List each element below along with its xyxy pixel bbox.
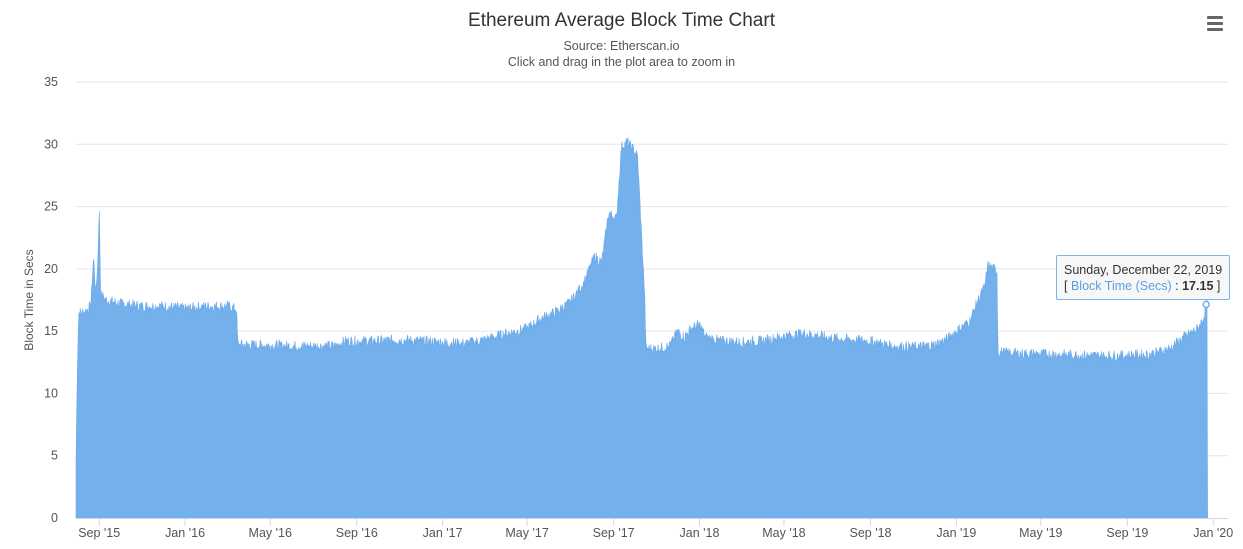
y-tick-label: 35 [44,75,58,89]
hamburger-menu-icon[interactable] [1205,16,1227,36]
y-tick-label: 15 [44,324,58,338]
tooltip-point-marker [1202,300,1210,309]
y-tick-label: 30 [44,137,58,151]
x-tick-label: Sep '16 [336,526,378,540]
x-tick-label: May '16 [249,526,292,540]
tooltip-series-name: Block Time (Secs) [1070,279,1172,293]
x-tick-label: May '18 [762,526,805,540]
x-tick-label: May '17 [505,526,548,540]
tooltip-separator: : [1171,279,1183,293]
tooltip-open-bracket: [ [1064,279,1068,293]
x-tick-label: Jan '20 [1193,526,1233,540]
series-block-time-area [75,137,1208,519]
x-tick-label: Sep '18 [849,526,891,540]
x-tick-label: Jan '17 [423,526,463,540]
chart-subtitle-zoom-hint: Click and drag in the plot area to zoom … [507,55,736,69]
tooltip-value: 17.15 [1182,279,1214,293]
tooltip-date: Sunday, December 22, 2019 [1064,263,1223,277]
series-area [75,137,1208,519]
y-tick-label: 0 [51,511,58,525]
x-tick-label: Sep '15 [78,526,120,540]
y-tick-label: 20 [44,262,58,276]
chart-subtitle-source: Source: Etherscan.io [563,39,680,53]
chart-title: Ethereum Average Block Time Chart [468,10,775,31]
x-tick-label: Sep '19 [1106,526,1148,540]
tooltip-value-line: [ Block Time (Secs) : 17.15 ] [1064,278,1222,294]
x-tick-label: May '19 [1019,526,1062,540]
tooltip-close-bracket: ] [1216,279,1221,293]
x-tick-label: Jan '18 [680,526,720,540]
chart-tooltip: Sunday, December 22, 2019 [ Block Time (… [1056,255,1231,300]
y-axis-ticks: 0 5 10 15 20 25 30 35 [44,75,58,525]
y-tick-label: 25 [44,200,58,214]
y-tick-label: 5 [51,449,58,463]
x-tick-label: Sep '17 [593,526,635,540]
x-axis-ticks: Sep '15 Jan '16 May '16 Sep '16 Jan '17 May '… [78,518,1233,540]
x-tick-label: Jan '19 [936,526,976,540]
x-tick-label: Jan '16 [165,526,205,540]
y-tick-label: 10 [44,386,58,400]
tooltip-marker [1202,300,1210,309]
